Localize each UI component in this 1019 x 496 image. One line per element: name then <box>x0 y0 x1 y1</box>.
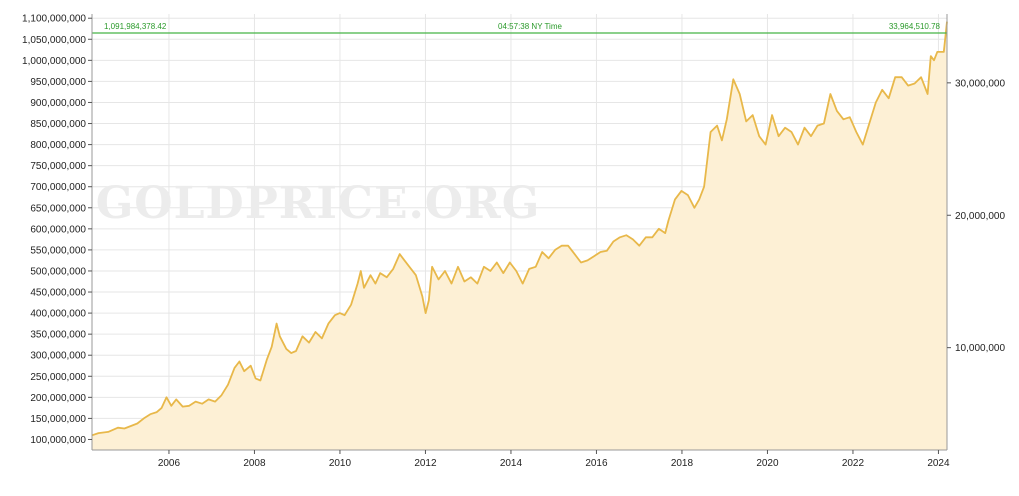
x-tick-label: 2012 <box>414 458 437 469</box>
x-tick-label: 2010 <box>329 458 352 469</box>
x-tick-label: 2006 <box>158 458 181 469</box>
area-fill <box>92 21 947 450</box>
data-area <box>91 21 948 450</box>
y-left-tick-label: 400,000,000 <box>30 309 86 320</box>
left-axis-ticks: 100,000,000 150,000,000 200,000,000 250,000… <box>22 14 92 446</box>
y-left-tick-label: 700,000,000 <box>30 182 86 193</box>
y-left-tick-label: 900,000,000 <box>30 98 86 109</box>
x-tick-label: 2008 <box>243 458 266 469</box>
y-left-tick-label: 350,000,000 <box>30 330 86 341</box>
y-left-tick-label: 500,000,000 <box>30 266 86 277</box>
y-left-tick-label: 650,000,000 <box>30 203 86 214</box>
y-left-tick-label: 300,000,000 <box>30 351 86 362</box>
y-left-tick-label: 850,000,000 <box>30 119 86 130</box>
x-tick-label: 2018 <box>671 458 694 469</box>
axes <box>91 14 948 451</box>
watermark-text: GOLDPRICE.ORG <box>96 178 541 229</box>
y-left-tick-label: 1,000,000,000 <box>22 56 86 67</box>
y-left-tick-label: 1,050,000,000 <box>22 35 86 46</box>
y-left-tick-label: 800,000,000 <box>30 140 86 151</box>
header-right-value: 33,964,510.78 <box>889 22 941 31</box>
header-left-value: 1,091,984,378.42 <box>104 22 167 31</box>
y-left-tick-label: 450,000,000 <box>30 288 86 299</box>
right-axis-ticks: 10,000,000 20,000,000 30,000,000 <box>947 78 1005 354</box>
y-right-tick-label: 10,000,000 <box>955 343 1005 354</box>
y-left-tick-label: 600,000,000 <box>30 224 86 235</box>
x-tick-label: 2024 <box>927 458 950 469</box>
series-line <box>91 21 948 437</box>
y-left-tick-label: 750,000,000 <box>30 161 86 172</box>
x-axis-ticks: 2006 2008 2010 2012 2014 2016 2018 2020 2022 2024 <box>158 450 950 469</box>
x-tick-label: 2014 <box>500 458 523 469</box>
y-left-tick-label: 1,100,000,000 <box>22 14 86 25</box>
x-tick-label: 2022 <box>842 458 865 469</box>
y-right-tick-label: 30,000,000 <box>955 78 1005 89</box>
y-left-tick-label: 550,000,000 <box>30 245 86 256</box>
y-left-tick-label: 950,000,000 <box>30 77 86 88</box>
y-right-tick-label: 20,000,000 <box>955 211 1005 222</box>
header-time: 04:57:38 NY Time <box>498 22 562 31</box>
y-left-tick-label: 150,000,000 <box>30 414 86 425</box>
x-tick-label: 2020 <box>756 458 779 469</box>
y-left-tick-label: 200,000,000 <box>30 393 86 404</box>
x-tick-label: 2016 <box>585 458 608 469</box>
y-left-tick-label: 100,000,000 <box>30 435 86 446</box>
y-left-tick-label: 250,000,000 <box>30 372 86 383</box>
